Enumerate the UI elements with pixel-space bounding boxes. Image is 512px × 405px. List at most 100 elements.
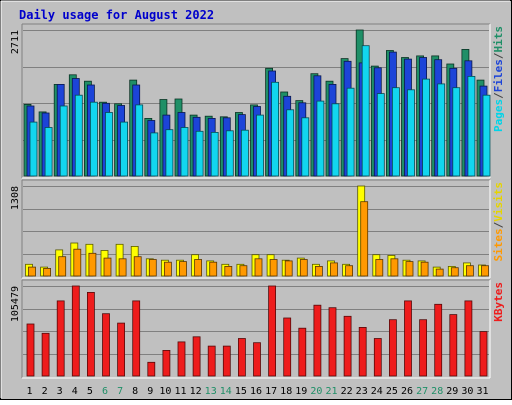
bar-kbytes-day-23: [358, 326, 367, 377]
x-tick-label: 11: [174, 386, 186, 397]
bar-kbytes-day-3: [56, 300, 65, 377]
x-tick-label: 7: [117, 386, 123, 397]
bar-files-day-20: [316, 100, 325, 177]
bar-sites-day-20: [314, 265, 323, 277]
bar-kbytes-day-9: [147, 361, 156, 377]
bar-kbytes-day-14: [222, 345, 231, 377]
bar-sites-day-31: [481, 265, 489, 277]
bar-kbytes-day-5: [87, 291, 95, 377]
bar-kbytes-day-21: [328, 307, 337, 377]
panel-max-label: 2711: [10, 30, 21, 54]
bar-kbytes-day-18: [283, 317, 292, 377]
bar-sites-day-2: [43, 267, 51, 277]
x-tick-label: 3: [57, 386, 63, 397]
bar-kbytes-day-7: [117, 322, 125, 377]
bar-sites-day-30: [465, 265, 474, 277]
bar-sites-day-5: [88, 252, 97, 277]
panel-visits: 1308 Sites/Visits: [10, 179, 505, 279]
bar-sites-day-10: [163, 261, 172, 277]
bar-sites-day-14: [224, 265, 233, 277]
bar-kbytes-day-28: [434, 303, 443, 377]
bar-kbytes-day-8: [132, 300, 141, 377]
bar-files-day-29: [452, 87, 461, 177]
legend-entry: /: [492, 92, 505, 99]
bar-kbytes-day-13: [207, 345, 216, 377]
x-tick-label: 12: [190, 386, 202, 397]
bar-files-day-5: [90, 101, 98, 177]
bar-sites-day-8: [133, 256, 142, 277]
bar-sites-day-7: [118, 258, 127, 277]
x-tick-label: 17: [265, 386, 277, 397]
bar-files-day-4: [74, 94, 83, 177]
bar-files-day-28: [437, 83, 446, 177]
x-tick-label: 30: [461, 386, 473, 397]
legend-entry: /: [492, 221, 505, 228]
bar-kbytes-day-26: [404, 300, 412, 377]
bar-files-day-23: [361, 45, 370, 177]
bar-sites-day-6: [103, 257, 112, 277]
panel-max-label: 105479: [10, 286, 21, 322]
bar-files-day-21: [331, 103, 340, 177]
bar-files-day-16: [256, 114, 264, 177]
chart-title: Daily usage for August 2022: [19, 8, 214, 22]
bar-kbytes-day-15: [237, 338, 246, 377]
bar-kbytes-day-17: [268, 285, 277, 377]
bar-sites-day-3: [58, 256, 67, 277]
x-tick-label: 27: [416, 386, 428, 397]
bar-files-day-15: [240, 129, 249, 177]
bar-files-day-19: [301, 117, 310, 177]
legend-entry: Visits: [492, 182, 505, 222]
bar-kbytes-day-16: [253, 342, 261, 377]
panel-max-label: 1308: [10, 186, 21, 210]
x-tick-label: 5: [87, 386, 93, 397]
bar-kbytes-day-24: [373, 338, 382, 377]
bar-files-day-18: [286, 109, 295, 177]
legend-visits: Sites/Visits: [492, 182, 505, 262]
x-tick-label: 29: [446, 386, 458, 397]
bar-kbytes-day-12: [192, 336, 201, 377]
x-tick-label: 23: [356, 386, 368, 397]
bar-files-day-11: [180, 127, 189, 177]
bar-files-day-13: [210, 131, 219, 177]
bar-kbytes-day-22: [343, 315, 352, 377]
bar-sites-day-11: [179, 261, 187, 277]
bar-sites-day-15: [239, 265, 248, 277]
bar-sites-day-29: [450, 267, 459, 277]
bar-files-day-14: [225, 130, 234, 177]
x-tick-label: 20: [310, 386, 322, 397]
bar-kbytes-day-31: [479, 331, 488, 377]
x-tick-label: 21: [325, 386, 337, 397]
bar-kbytes-day-11: [177, 341, 186, 377]
x-tick-label: 8: [132, 386, 138, 397]
bar-sites-day-1: [28, 266, 36, 277]
bar-files-day-27: [422, 78, 431, 177]
legend-entry: /: [492, 52, 505, 59]
bar-files-day-6: [105, 112, 113, 177]
bar-sites-day-17: [269, 259, 278, 277]
bar-kbytes-day-10: [162, 349, 171, 377]
legend-entry: KBytes: [492, 282, 505, 322]
x-tick-label: 14: [220, 386, 232, 397]
bar-kbytes-day-2: [41, 332, 50, 377]
bar-sites-day-19: [299, 259, 308, 277]
bar-files-day-1: [29, 121, 38, 177]
bar-sites-day-27: [420, 261, 429, 277]
bar-files-day-24: [376, 93, 385, 177]
bar-kbytes-day-30: [464, 300, 473, 377]
bar-files-day-7: [120, 121, 128, 177]
x-tick-label: 16: [250, 386, 262, 397]
bar-files-day-9: [150, 132, 159, 177]
bar-files-day-31: [482, 94, 491, 177]
x-axis: 1 2 3 4 5 6 7 8 9 10 11 12 13 14 15 16 17 18 19 20 21 22 23 24 2…: [26, 386, 488, 397]
bar-files-day-25: [391, 87, 400, 177]
bar-files-day-12: [195, 130, 204, 177]
bar-files-day-8: [135, 104, 144, 177]
x-tick-label: 9: [147, 386, 153, 397]
bar-sites-day-28: [435, 268, 444, 277]
x-tick-label: 4: [72, 386, 78, 397]
bar-sites-day-4: [73, 248, 82, 277]
x-tick-label: 19: [295, 386, 307, 397]
